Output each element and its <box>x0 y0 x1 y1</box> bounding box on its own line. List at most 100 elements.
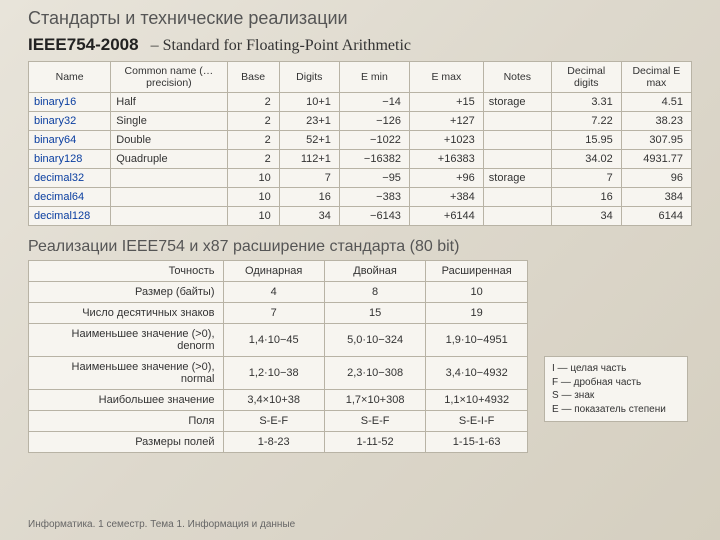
table-cell: binary16 <box>29 93 111 112</box>
table-cell: 1-8-23 <box>223 432 324 453</box>
table-cell <box>483 188 551 207</box>
table-cell: 4 <box>223 282 324 303</box>
table-cell: Single <box>111 112 227 131</box>
table-row: binary16Half210+1−14+15storage3.314.51 <box>29 93 692 112</box>
legend-line: I — целая часть <box>552 362 680 376</box>
table-cell: 8 <box>324 282 425 303</box>
t1-header-cell: Digits <box>279 62 339 93</box>
table-cell: Поля <box>29 411 224 432</box>
table-cell: 7 <box>551 169 621 188</box>
table-cell: −14 <box>339 93 409 112</box>
table-cell: 96 <box>621 169 691 188</box>
table-cell <box>483 150 551 169</box>
table-row: ПоляS-E-FS-E-FS-E-I-F <box>29 411 528 432</box>
table-row: Наименьшее значение (>0), denorm1,4·10−4… <box>29 324 528 357</box>
table-cell: 1,9·10−4951 <box>426 324 528 357</box>
table-cell: 15 <box>324 303 425 324</box>
table-cell: 34 <box>551 207 621 226</box>
t1-header-cell: Base <box>227 62 279 93</box>
table-cell: 7.22 <box>551 112 621 131</box>
t1-header-cell: Decimal E max <box>621 62 691 93</box>
table-cell: Размер (байты) <box>29 282 224 303</box>
table-cell: 1,7×10+308 <box>324 390 425 411</box>
legend-line: E — показатель степени <box>552 403 680 417</box>
table-cell: 34.02 <box>551 150 621 169</box>
table-cell: 5,0·10−324 <box>324 324 425 357</box>
table-row: decimal32107−95+96storage796 <box>29 169 692 188</box>
table-cell: 19 <box>426 303 528 324</box>
table-cell: Quadruple <box>111 150 227 169</box>
table-cell: binary32 <box>29 112 111 131</box>
t1-header-cell: E max <box>409 62 483 93</box>
table-cell: 4931.77 <box>621 150 691 169</box>
table-cell: 16 <box>551 188 621 207</box>
table-cell: 2,3·10−308 <box>324 357 425 390</box>
table-cell: −383 <box>339 188 409 207</box>
table-cell: 2 <box>227 112 279 131</box>
legend-box: I — целая часть F — дробная часть S — зн… <box>544 356 688 422</box>
page-title: Стандарты и технические реализации <box>28 8 692 29</box>
table-cell <box>111 169 227 188</box>
table-cell: +1023 <box>409 131 483 150</box>
t2-header-cell: Двойная <box>324 261 425 282</box>
table-cell: −16382 <box>339 150 409 169</box>
ieee-label: IEEE754-2008 <box>28 35 139 55</box>
table-cell: 16 <box>279 188 339 207</box>
table-cell: 52+1 <box>279 131 339 150</box>
table-row: decimal1281034−6143+6144346144 <box>29 207 692 226</box>
table-cell: 10+1 <box>279 93 339 112</box>
table-cell: Наименьшее значение (>0), normal <box>29 357 224 390</box>
table-cell: 4.51 <box>621 93 691 112</box>
subtitle: – Standard for Floating-Point Arithmetic <box>151 37 411 55</box>
table-cell <box>111 188 227 207</box>
table-row: Число десятичных знаков71519 <box>29 303 528 324</box>
t1-header-cell: E min <box>339 62 409 93</box>
table-cell: 15.95 <box>551 131 621 150</box>
table-cell: 6144 <box>621 207 691 226</box>
subtitle-row: IEEE754-2008 – Standard for Floating-Poi… <box>28 35 692 55</box>
table-cell: 1-15-1-63 <box>426 432 528 453</box>
legend-line: F — дробная часть <box>552 376 680 390</box>
table-row: decimal641016−383+38416384 <box>29 188 692 207</box>
table-cell: −1022 <box>339 131 409 150</box>
table-cell: +6144 <box>409 207 483 226</box>
table-cell: 7 <box>223 303 324 324</box>
table-cell: +127 <box>409 112 483 131</box>
table-cell: storage <box>483 169 551 188</box>
table-cell: Наибольшее значение <box>29 390 224 411</box>
t1-header-cell: Notes <box>483 62 551 93</box>
ieee-formats-table: NameCommon name (…precision)BaseDigitsE … <box>28 61 692 226</box>
table-cell: +384 <box>409 188 483 207</box>
section2-title: Реализации IEEE754 и x87 расширение стан… <box>28 238 692 256</box>
table-cell: Наименьшее значение (>0), denorm <box>29 324 224 357</box>
table-cell: 1,1×10+4932 <box>426 390 528 411</box>
table-cell: Half <box>111 93 227 112</box>
table-cell: 3,4·10−4932 <box>426 357 528 390</box>
table-row: binary64Double252+1−1022+102315.95307.95 <box>29 131 692 150</box>
table-cell: 2 <box>227 150 279 169</box>
x87-table: ТочностьОдинарнаяДвойнаяРасширенная Разм… <box>28 260 528 453</box>
table-cell: 1-11-52 <box>324 432 425 453</box>
table-cell: 2 <box>227 93 279 112</box>
table-cell: 10 <box>227 188 279 207</box>
table-row: Наименьшее значение (>0), normal1,2·10−3… <box>29 357 528 390</box>
t2-header-cell: Одинарная <box>223 261 324 282</box>
table-cell: 3.31 <box>551 93 621 112</box>
table-cell: +96 <box>409 169 483 188</box>
table-cell: 1,2·10−38 <box>223 357 324 390</box>
table-row: binary128Quadruple2112+1−16382+1638334.0… <box>29 150 692 169</box>
table-cell: S-E-I-F <box>426 411 528 432</box>
table-cell <box>483 131 551 150</box>
table-cell: −95 <box>339 169 409 188</box>
table-cell: Double <box>111 131 227 150</box>
table-row: binary32Single223+1−126+1277.2238.23 <box>29 112 692 131</box>
table-cell: 7 <box>279 169 339 188</box>
table-cell: 34 <box>279 207 339 226</box>
table-cell <box>483 112 551 131</box>
table-cell: 10 <box>227 207 279 226</box>
table-cell: 23+1 <box>279 112 339 131</box>
table-cell: 10 <box>426 282 528 303</box>
table-row: Наибольшее значение3,4×10+381,7×10+3081,… <box>29 390 528 411</box>
table-cell: 38.23 <box>621 112 691 131</box>
table-cell: decimal32 <box>29 169 111 188</box>
